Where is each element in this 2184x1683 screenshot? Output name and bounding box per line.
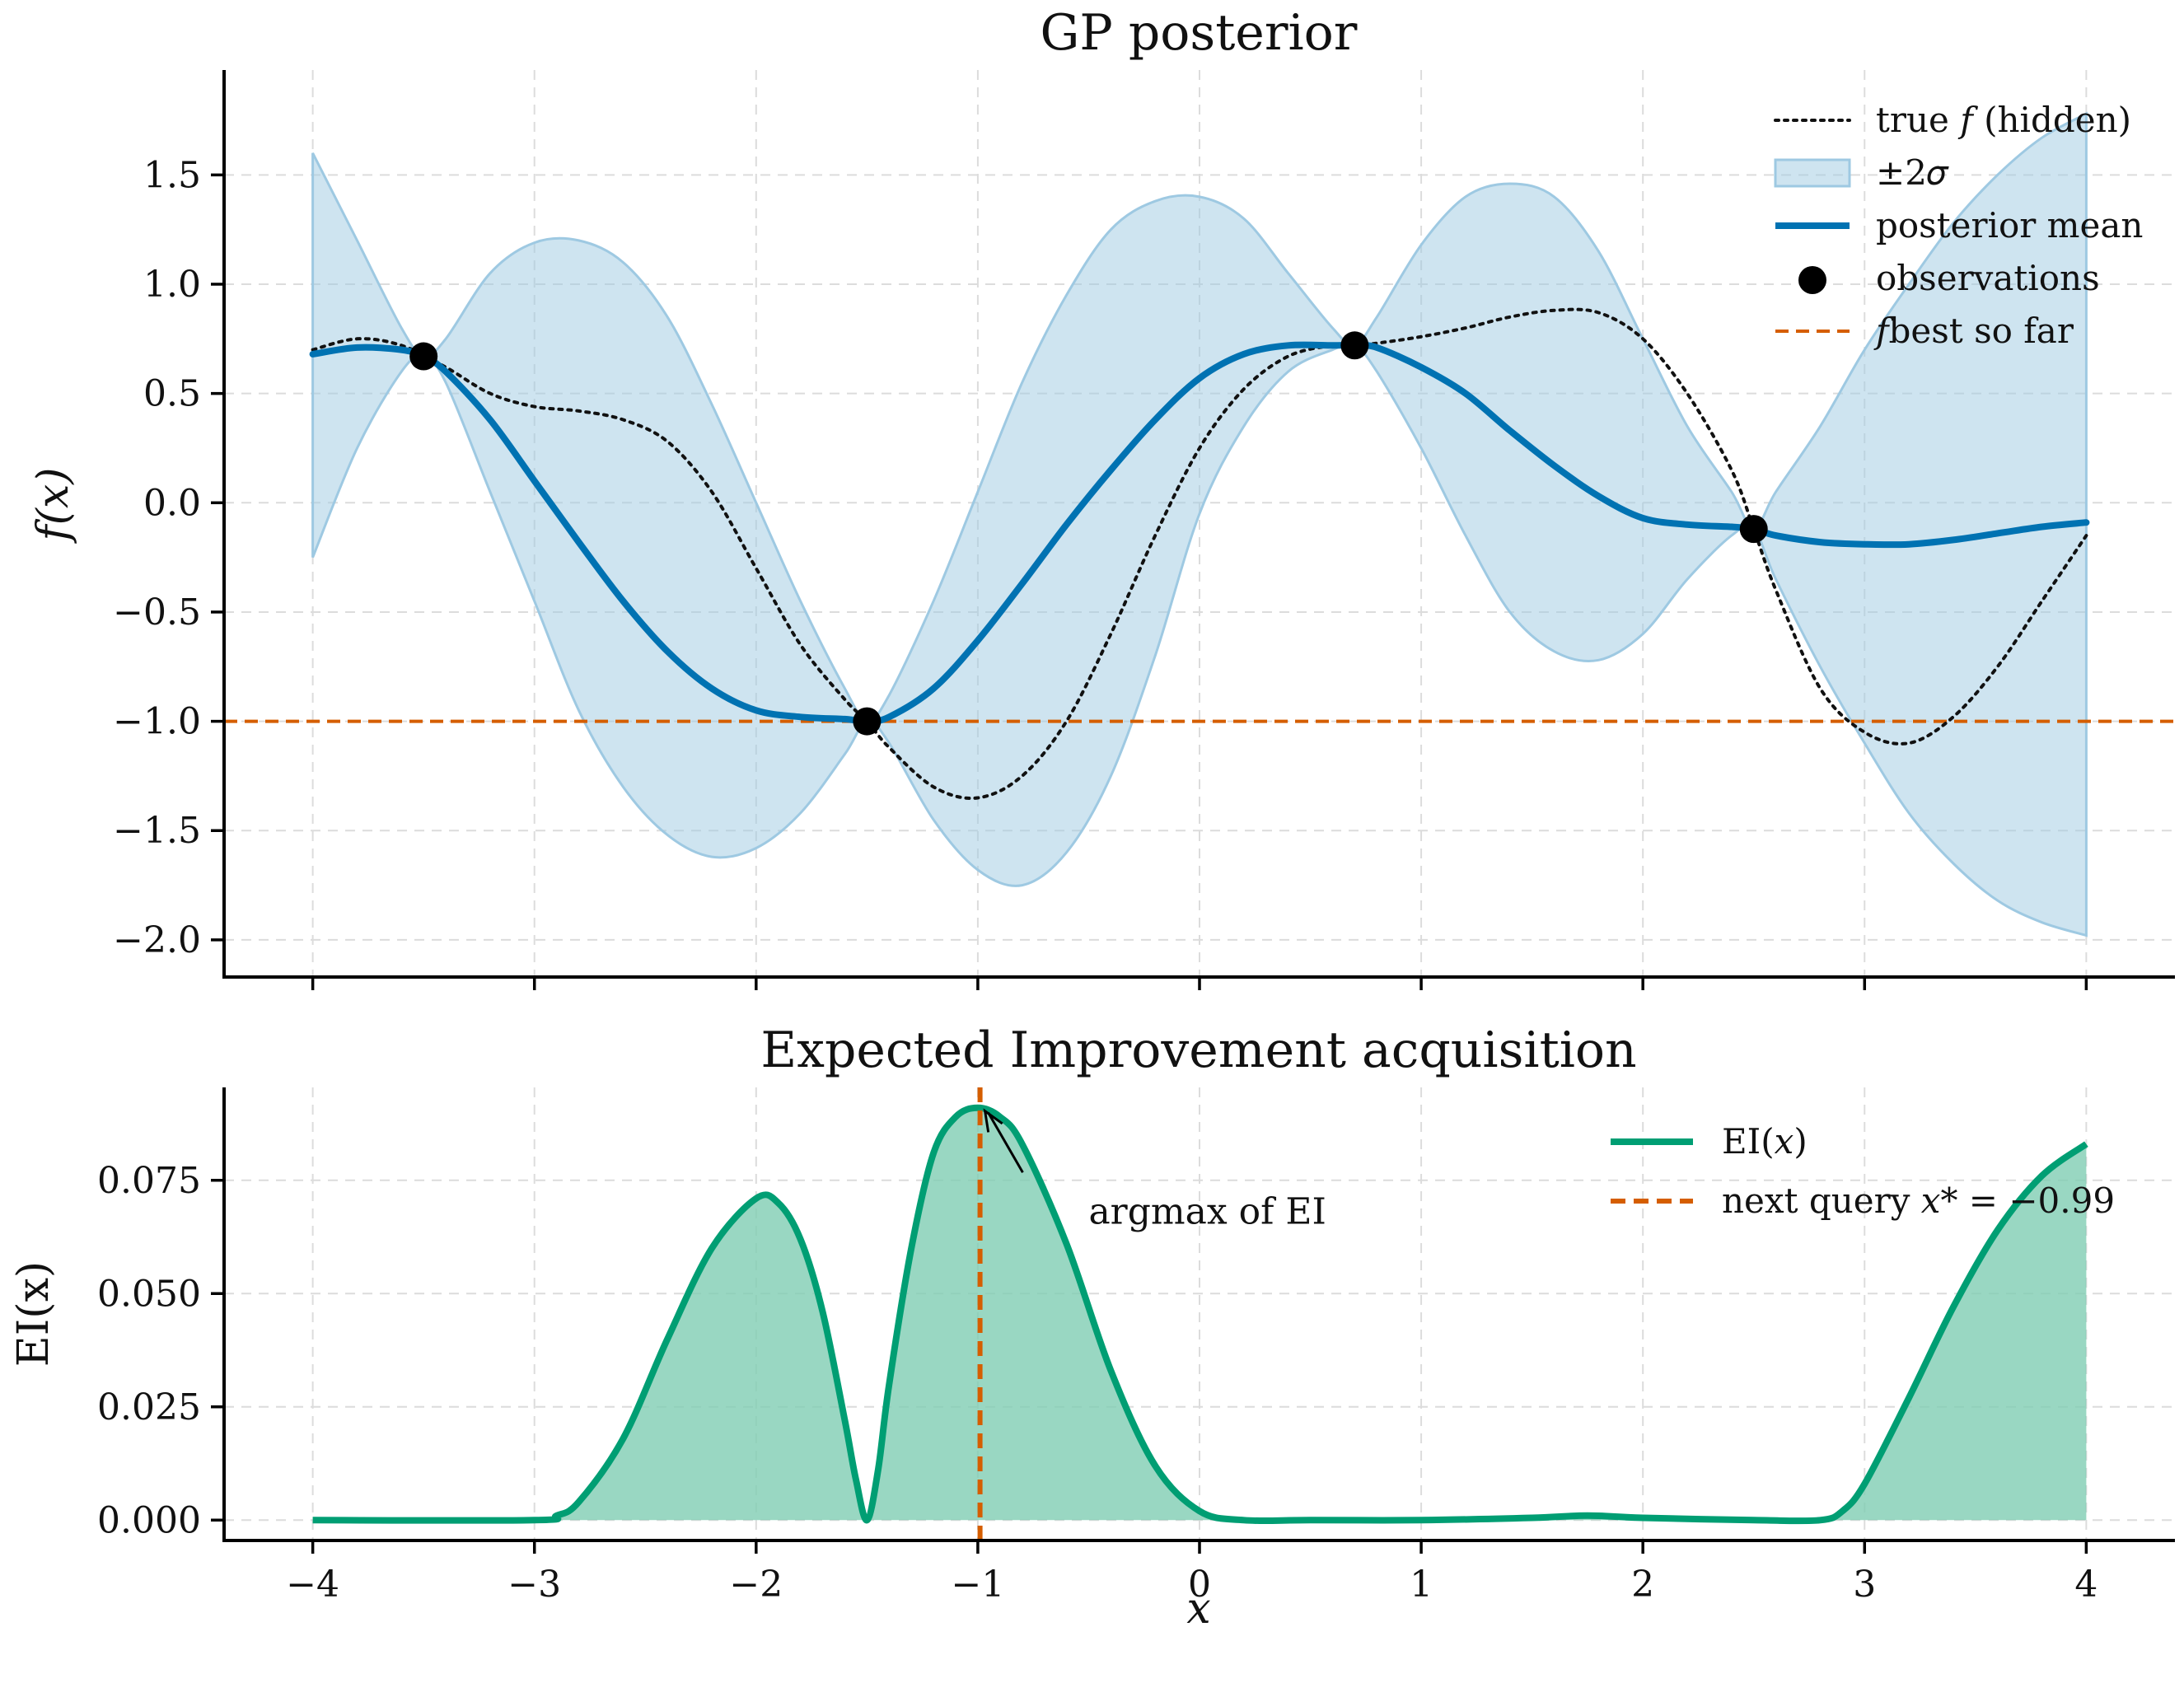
- ei-xtick-label: 4: [2074, 1564, 2097, 1606]
- ei-ticks: −4 −3 −2 −1 0 1 2 3 4 0.000 0.025 0.050 0.075: [97, 1087, 2175, 1606]
- gp-ytick-label: −1.5: [113, 810, 201, 852]
- ei-panel: Expected Improvement acquisition −4 −3 −2−…: [9, 1021, 2175, 1634]
- ei-xtick-label: −3: [507, 1564, 561, 1606]
- legend-label: 𝑓best so far: [1873, 311, 2074, 351]
- legend-band-swatch: [1774, 158, 1851, 188]
- legend-label: EI(𝑥): [1722, 1121, 1808, 1162]
- legend-label: next query 𝑥* = −0.99: [1722, 1180, 2115, 1221]
- ei-xtick-label: 1: [1410, 1564, 1433, 1606]
- ei-xtick-label: −4: [286, 1564, 339, 1606]
- gp-ytick-label: −0.5: [113, 591, 201, 633]
- ei-y-axis-label: EI(x): [9, 1261, 58, 1367]
- legend-observation-swatch: [1798, 266, 1826, 294]
- gp-title: GP posterior: [1041, 4, 1358, 62]
- gp-plot-area: [224, 111, 2175, 937]
- annotation-text: argmax of EI: [1088, 1190, 1326, 1232]
- true-f-line: [311, 307, 2088, 800]
- ei-xtick-label: 0: [1188, 1564, 1211, 1606]
- legend-label: posterior mean: [1876, 205, 2143, 245]
- annotation-arrow-head: [983, 1108, 1003, 1133]
- gp-ytick-label: 1.5: [143, 154, 201, 196]
- ei-xtick-label: 3: [1853, 1564, 1876, 1606]
- ei-ytick-label: 0.050: [97, 1273, 201, 1315]
- gp-y-axis-label: f(x): [29, 467, 78, 544]
- ei-annotation: argmax of EI: [983, 1108, 1326, 1232]
- gp-posterior-panel: GP posterior −2.0 −1.5 −1.0 −0.5 0.0 0.5 1.0 1.…: [29, 4, 2175, 990]
- observation-point: [409, 342, 438, 371]
- observation-point: [1340, 331, 1369, 360]
- gp-ytick-label: 1.0: [143, 264, 201, 306]
- legend-label: true 𝑓 (hidden): [1876, 100, 2131, 140]
- gp-ytick-label: 0.0: [143, 482, 201, 524]
- legend-label: observations: [1876, 258, 2100, 298]
- gp-legend: true 𝑓 (hidden) ±2𝜎 posterior mean observat…: [1774, 100, 2143, 351]
- ei-x-axis-label: x: [1186, 1584, 1210, 1634]
- gp-ytick-label: 0.5: [143, 373, 201, 415]
- ei-line: [312, 1104, 2088, 1525]
- annotation-arrow-line: [987, 1112, 1024, 1173]
- legend-label: ±2𝜎: [1876, 152, 1949, 193]
- gp-ytick-label: −1.0: [113, 701, 201, 743]
- ei-title: Expected Improvement acquisition: [760, 1021, 1636, 1079]
- ei-fill: [312, 1107, 2087, 1522]
- observation-point: [1739, 515, 1768, 544]
- gp-ytick-label: −2.0: [113, 919, 201, 961]
- ei-ytick-label: 0.000: [97, 1499, 201, 1541]
- ei-ytick-label: 0.075: [97, 1160, 201, 1202]
- ei-xtick-label: −2: [729, 1564, 783, 1606]
- ei-legend: EI(𝑥) next query 𝑥* = −0.99: [1611, 1121, 2115, 1221]
- gp-ticks: −2.0 −1.5 −1.0 −0.5 0.0 0.5 1.0 1.5: [113, 70, 2175, 990]
- observation-point: [853, 707, 882, 736]
- ei-ytick-label: 0.025: [97, 1386, 201, 1428]
- ei-plot-area: [312, 1087, 2088, 1540]
- ei-xtick-label: 2: [1631, 1564, 1654, 1606]
- ei-xtick-label: −1: [951, 1564, 1004, 1606]
